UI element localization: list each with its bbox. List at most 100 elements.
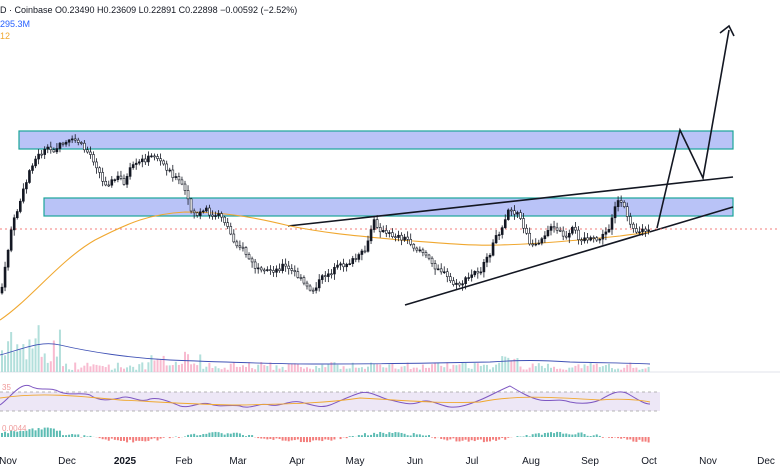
macd-bar: [232, 432, 235, 437]
x-axis-tick-label: Feb: [175, 456, 193, 467]
candle-body: [354, 258, 358, 260]
macd-bar: [205, 433, 208, 437]
candle-body: [223, 216, 226, 223]
macd-bar: [214, 431, 217, 437]
volume-bar: [1, 350, 3, 372]
candle-body: [287, 265, 291, 269]
volume-bar: [485, 364, 488, 372]
macd-bar: [104, 437, 107, 440]
macd-bar: [49, 428, 52, 437]
candle-body: [540, 238, 544, 244]
volume-bar: [238, 366, 241, 372]
volume-bar: [58, 329, 61, 372]
volume-bar: [635, 367, 638, 372]
candle-body: [394, 236, 397, 238]
macd-bar: [71, 434, 74, 437]
volume-bar: [644, 368, 647, 372]
rsi-ma-line: [0, 394, 651, 406]
candle-body: [302, 277, 306, 284]
volume-bar: [235, 366, 238, 372]
volume-bar: [647, 366, 650, 372]
macd-bar: [98, 437, 101, 439]
candle-body: [476, 271, 480, 274]
candle-body: [180, 179, 184, 185]
candle-body: [622, 201, 626, 207]
macd-bar: [37, 428, 40, 437]
macd-bar: [89, 435, 92, 437]
candle-body: [269, 269, 272, 271]
volume-bar: [348, 368, 351, 372]
macd-bar: [492, 437, 495, 440]
candle-body: [403, 236, 406, 241]
candle-body: [183, 183, 187, 191]
volume-bar: [382, 367, 385, 372]
volume-bar: [98, 365, 101, 372]
macd-bar: [446, 437, 449, 441]
volume-bar: [74, 362, 77, 372]
macd-bar: [516, 436, 519, 437]
candle-body: [381, 230, 385, 233]
volume-bar: [208, 362, 211, 372]
candle-body: [445, 271, 449, 277]
candle-body: [232, 233, 236, 243]
candle-body: [363, 250, 367, 253]
candle-body: [308, 285, 312, 291]
macd-bar: [421, 435, 424, 437]
macd-bar: [351, 435, 354, 437]
volume-bar: [147, 362, 150, 372]
macd-bar: [498, 437, 501, 440]
macd-bar: [190, 434, 193, 437]
volume-bar: [571, 367, 574, 372]
volume-bar: [248, 362, 251, 372]
volume-bar: [107, 364, 110, 372]
volume-bar: [19, 349, 22, 372]
volume-bar: [55, 356, 58, 372]
macd-bar: [113, 437, 116, 440]
volume-bar: [293, 363, 296, 372]
macd-bar: [318, 437, 321, 441]
candle-body: [89, 151, 92, 155]
candle-body: [214, 215, 217, 217]
ohlc-legend: D · Coinbase O0.23490 H0.23609 L0.22891 …: [0, 5, 298, 15]
macd-bar: [543, 432, 546, 437]
candle-body: [205, 207, 208, 212]
volume-bar: [528, 367, 531, 372]
candle-body: [253, 261, 257, 269]
candle-body: [186, 190, 190, 200]
candle-body: [583, 237, 586, 242]
candle-body: [141, 158, 144, 163]
volume-bar: [604, 365, 607, 372]
macd-bar: [617, 437, 620, 439]
macd-bar: [406, 435, 409, 437]
lower-trendline: [404, 206, 734, 306]
candle-body: [241, 246, 245, 249]
candle-body: [613, 206, 617, 219]
volume-bar: [409, 369, 412, 372]
candle-body: [522, 218, 525, 229]
macd-bar: [482, 437, 485, 443]
volume-bar: [156, 358, 159, 372]
macd-bar: [537, 433, 540, 437]
macd-bar: [577, 432, 580, 437]
candle-body: [43, 148, 47, 155]
volume-bar: [71, 369, 74, 372]
volume-bar: [501, 356, 504, 372]
macd-bar: [266, 437, 269, 440]
volume-bar: [495, 364, 498, 372]
volume-bar: [626, 364, 629, 372]
volume-bar: [498, 362, 501, 372]
macd-bar: [153, 437, 156, 439]
candle-body: [513, 210, 516, 215]
candle-body: [421, 249, 425, 253]
macd-bar: [220, 433, 223, 437]
volume-bar: [116, 362, 119, 372]
volume-bar: [516, 358, 519, 372]
macd-bar: [479, 437, 482, 440]
volume-bar: [284, 369, 287, 372]
volume-bar: [327, 364, 330, 372]
volume-bar: [330, 362, 333, 372]
candle-body: [67, 139, 71, 143]
macd-bar: [25, 430, 28, 437]
volume-bar: [574, 365, 577, 372]
candle-body: [452, 280, 455, 285]
